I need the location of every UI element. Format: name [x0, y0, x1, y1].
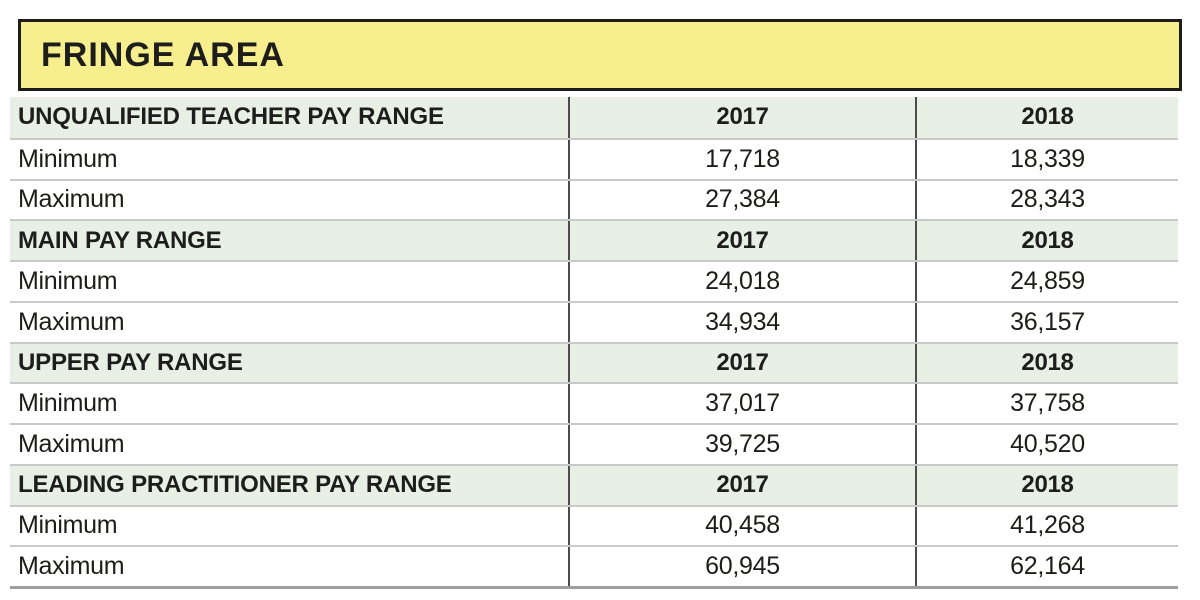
data-row: Maximum 39,725 40,520 [10, 423, 1178, 464]
data-row: Maximum 27,384 28,343 [10, 178, 1178, 220]
year-header-2017: 2017 [568, 343, 915, 383]
section-title: UNQUALIFIED TEACHER PAY RANGE [18, 103, 444, 131]
data-row: Minimum 37,017 37,758 [10, 382, 1178, 423]
value-2017: 27,384 [568, 180, 915, 220]
data-row: Maximum 34,934 36,157 [10, 300, 1178, 342]
section-header-row: MAIN PAY RANGE 2017 2018 [10, 219, 1178, 260]
value-2018: 37,758 [915, 384, 1178, 423]
banner-title: FRINGE AREA [41, 35, 285, 74]
value-2018: 62,164 [915, 547, 1178, 586]
section-title: UPPER PAY RANGE [18, 348, 243, 376]
value-2017: 60,945 [568, 547, 915, 586]
row-label: Maximum [18, 307, 125, 336]
value-2017: 37,017 [568, 384, 915, 423]
value-2018: 24,859 [915, 262, 1178, 301]
value-2017: 17,718 [568, 139, 915, 179]
row-label: Maximum [18, 552, 125, 581]
row-label: Maximum [18, 185, 125, 214]
value-2017: 40,458 [568, 506, 915, 546]
value-2017: 24,018 [568, 262, 915, 301]
year-header-2017: 2017 [568, 465, 915, 505]
row-label: Minimum [18, 266, 118, 295]
year-header-2018: 2018 [915, 97, 1178, 138]
row-label: Minimum [18, 511, 118, 540]
year-header-2017: 2017 [568, 97, 915, 138]
year-header-2018: 2018 [915, 465, 1178, 505]
value-2018: 41,268 [915, 506, 1178, 546]
section-title: MAIN PAY RANGE [18, 226, 222, 254]
banner: FRINGE AREA [18, 19, 1182, 91]
section-title: LEADING PRACTITIONER PAY RANGE [18, 471, 452, 499]
section-header-row: UPPER PAY RANGE 2017 2018 [10, 341, 1178, 383]
value-2018: 18,339 [915, 139, 1178, 179]
value-2018: 36,157 [915, 302, 1178, 342]
year-header-2018: 2018 [915, 221, 1178, 260]
year-header-2018: 2018 [915, 343, 1178, 383]
data-row: Minimum 24,018 24,859 [10, 260, 1178, 301]
row-label: Minimum [18, 389, 118, 418]
data-row: Maximum 60,945 62,164 [10, 545, 1178, 586]
value-2017: 34,934 [568, 302, 915, 342]
value-2017: 39,725 [568, 425, 915, 464]
value-2018: 28,343 [915, 180, 1178, 220]
data-row: Minimum 40,458 41,268 [10, 504, 1178, 546]
year-header-2017: 2017 [568, 221, 915, 260]
pay-table: UNQUALIFIED TEACHER PAY RANGE 2017 2018 … [10, 97, 1178, 589]
section-header-row: UNQUALIFIED TEACHER PAY RANGE 2017 2018 [10, 97, 1178, 138]
row-label: Minimum [18, 144, 118, 173]
section-header-row: LEADING PRACTITIONER PAY RANGE 2017 2018 [10, 463, 1178, 505]
data-row: Minimum 17,718 18,339 [10, 137, 1178, 179]
row-label: Maximum [18, 429, 125, 458]
value-2018: 40,520 [915, 425, 1178, 464]
